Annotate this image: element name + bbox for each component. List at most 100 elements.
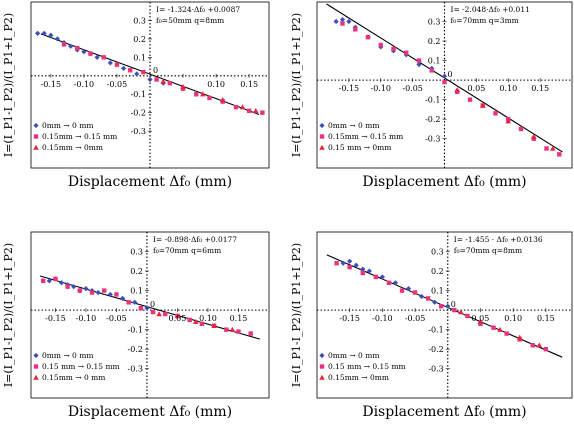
data-point bbox=[333, 18, 339, 25]
fit-parameters: f₀=70mm q=3mm bbox=[451, 16, 519, 25]
legend-entry: 0.15 mm → 0mm bbox=[328, 143, 391, 152]
y-tick-label: -0.3 bbox=[128, 365, 143, 374]
x-tick-label: 0.15 bbox=[531, 84, 549, 93]
data-point bbox=[174, 313, 181, 319]
data-point bbox=[68, 43, 74, 49]
data-point bbox=[207, 95, 212, 101]
data-point bbox=[147, 76, 153, 83]
legend: 0mm → 0 mm 0.15mm → 0.15 mm 0.15mm → 0mm bbox=[33, 121, 117, 152]
x-tick-label: 0.05 bbox=[467, 84, 485, 93]
data-point bbox=[192, 319, 199, 325]
legend-marker-triangle bbox=[33, 374, 39, 380]
legend-entry: 0.15mm → 0mm bbox=[328, 373, 389, 382]
x-tick-label: -0.15 bbox=[339, 84, 360, 93]
x-tick-label: -0.05 bbox=[402, 84, 423, 93]
data-point bbox=[445, 303, 451, 309]
data-point bbox=[353, 27, 358, 32]
data-point bbox=[132, 299, 138, 305]
data-point bbox=[65, 284, 70, 289]
data-point bbox=[194, 92, 199, 97]
data-point bbox=[550, 145, 556, 151]
y-tick-label: -0.2 bbox=[128, 345, 143, 354]
data-point bbox=[378, 42, 383, 48]
data-point bbox=[224, 327, 229, 332]
x-tick-label: 0.05 bbox=[472, 314, 490, 323]
y-tick-label: 0.2 bbox=[133, 35, 146, 44]
y-tick-label: 0.1 bbox=[428, 57, 441, 66]
y-axis-title: I=(I_P1-I_P2)/(I_P1+I_P2) bbox=[2, 13, 15, 157]
data-point bbox=[392, 280, 399, 286]
data-point bbox=[340, 260, 346, 266]
data-point bbox=[252, 108, 259, 114]
y-tick-label: 0.2 bbox=[428, 37, 441, 46]
legend-entry: 0.15mm → 0.15 mm bbox=[328, 132, 403, 141]
data-point bbox=[544, 146, 549, 151]
legend-marker-square bbox=[319, 134, 325, 139]
data-point bbox=[360, 270, 365, 276]
data-point bbox=[54, 36, 61, 42]
x-tick-label: -0.15 bbox=[339, 314, 360, 323]
x-tick-label: -0.05 bbox=[106, 314, 127, 323]
data-point bbox=[429, 68, 434, 73]
data-point bbox=[126, 300, 131, 305]
panels: -0.15 -0.10 -0.05 0.10 0.150.30.20.1-0.1-0.2… bbox=[2, 1, 573, 420]
x-tick-label: 0.10 bbox=[199, 314, 217, 323]
data-point bbox=[379, 274, 385, 280]
data-point bbox=[127, 68, 133, 73]
series-triangle bbox=[458, 309, 543, 348]
y-axis-title: I=(I_P1-I_P2)/(I_P1+I_P2) bbox=[2, 243, 15, 387]
data-point bbox=[199, 321, 205, 326]
data-point bbox=[504, 331, 509, 336]
x-tick-label: 0.15 bbox=[537, 314, 555, 323]
origin-label: 0 bbox=[448, 70, 453, 79]
data-point bbox=[416, 61, 422, 68]
x-axis-title: Displacement Δf₀ (mm) bbox=[362, 174, 526, 190]
data-point bbox=[404, 50, 409, 55]
legend-marker-diamond bbox=[319, 122, 325, 129]
data-point bbox=[46, 278, 52, 284]
data-point bbox=[365, 34, 371, 40]
data-point bbox=[119, 295, 126, 301]
data-point bbox=[94, 54, 100, 60]
y-tick-label: -0.2 bbox=[425, 115, 440, 124]
y-tick-label: -0.3 bbox=[425, 135, 440, 144]
data-point bbox=[200, 91, 206, 97]
data-point bbox=[441, 73, 448, 79]
data-point bbox=[102, 288, 107, 293]
legend: 0mm → 0 mm 0.15 mm → 0.15 mm 0.15mm → 0mm bbox=[319, 351, 406, 382]
data-point bbox=[144, 305, 150, 311]
legend-marker-square bbox=[33, 134, 39, 139]
series-triangle bbox=[156, 311, 236, 332]
legend-entry: 0mm → 0 mm bbox=[42, 351, 93, 360]
data-point bbox=[41, 30, 47, 36]
data-point bbox=[360, 266, 366, 272]
data-point bbox=[101, 55, 106, 60]
fit-line bbox=[40, 275, 260, 340]
data-point bbox=[83, 286, 89, 292]
data-point bbox=[557, 152, 562, 157]
data-point bbox=[160, 78, 167, 84]
legend-marker-diamond bbox=[33, 352, 39, 359]
data-point bbox=[543, 346, 549, 352]
data-point bbox=[497, 326, 503, 332]
x-tick-label: 0.15 bbox=[240, 80, 258, 89]
origin-label: 0 bbox=[451, 300, 456, 309]
data-point bbox=[246, 108, 252, 114]
data-point bbox=[458, 309, 464, 315]
legend-entry: 0.15mm → 0 mm bbox=[42, 373, 105, 382]
legend-marker-square bbox=[33, 364, 39, 369]
x-tick-label: 0.15 bbox=[230, 314, 248, 323]
data-point bbox=[150, 309, 156, 315]
data-point bbox=[88, 51, 93, 56]
chart-panel-top-right: -0.15 -0.10 -0.05 0.05 0.10 0.150.30.20.1-0.1… bbox=[290, 1, 573, 190]
data-point bbox=[236, 329, 241, 334]
legend-marker-square bbox=[319, 364, 325, 369]
y-tick-label: 0.1 bbox=[431, 287, 444, 296]
chart-panel-bottom-right: -0.15 -0.10 -0.05 0.05 0.10 0.150.30.20.1-0.1… bbox=[290, 231, 573, 420]
data-point bbox=[233, 104, 239, 110]
data-point bbox=[95, 289, 101, 296]
fit-line bbox=[40, 33, 260, 115]
data-point bbox=[432, 299, 438, 305]
origin-label: 0 bbox=[150, 300, 155, 309]
data-point bbox=[89, 290, 95, 295]
